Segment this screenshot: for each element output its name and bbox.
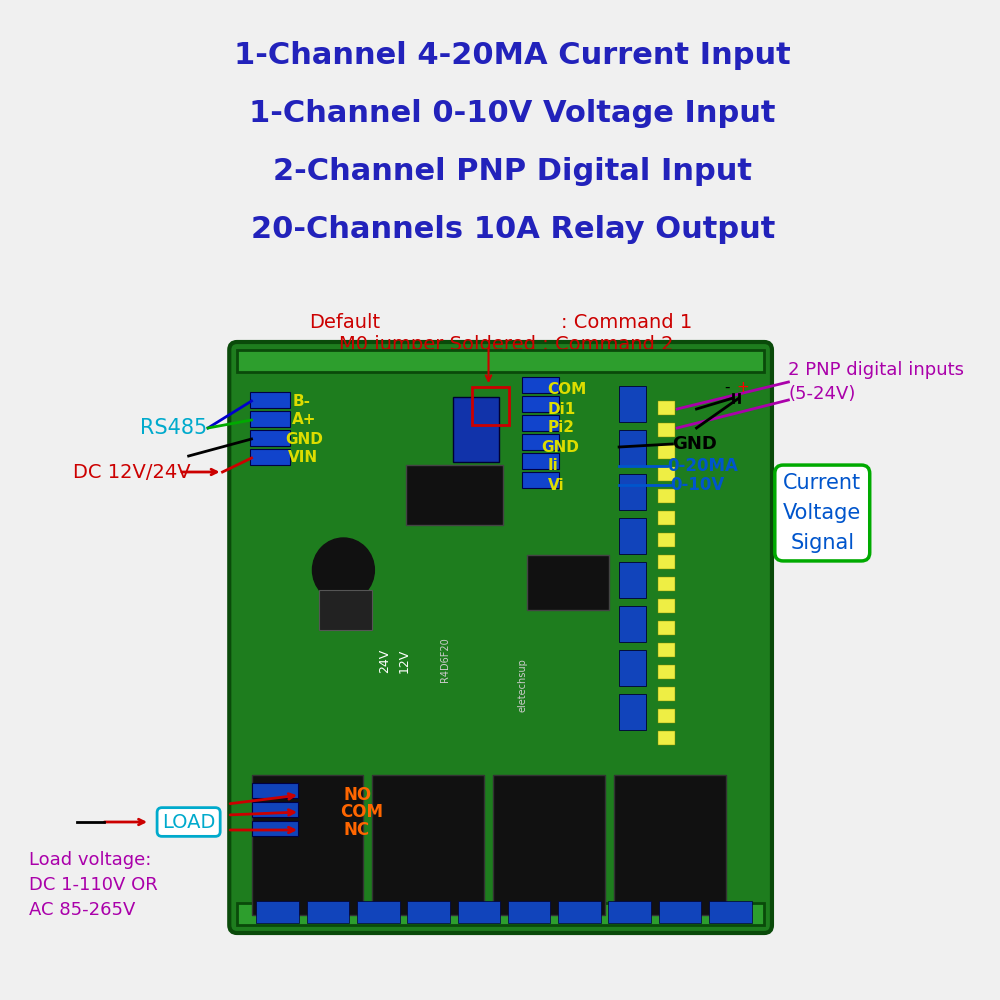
Bar xyxy=(658,533,675,547)
Text: GND: GND xyxy=(672,435,717,453)
Text: M0 jumper Soldered : Command 2: M0 jumper Soldered : Command 2 xyxy=(339,336,673,355)
Bar xyxy=(522,415,559,431)
Bar xyxy=(619,606,646,642)
Bar xyxy=(407,901,450,923)
Bar xyxy=(619,518,646,554)
Text: VIN: VIN xyxy=(288,450,318,466)
Bar xyxy=(256,901,299,923)
Bar xyxy=(252,821,298,836)
Text: -: - xyxy=(725,380,730,395)
Text: Vi: Vi xyxy=(548,478,564,492)
Bar xyxy=(237,903,764,925)
Text: NO: NO xyxy=(343,786,372,804)
Text: 2-Channel PNP Digital Input: 2-Channel PNP Digital Input xyxy=(273,156,752,186)
Text: R4D6F20: R4D6F20 xyxy=(440,637,450,682)
Bar xyxy=(658,599,675,613)
Bar xyxy=(709,901,752,923)
Bar xyxy=(658,489,675,503)
Text: 1-Channel 4-20MA Current Input: 1-Channel 4-20MA Current Input xyxy=(234,40,791,70)
Bar xyxy=(453,397,499,462)
Text: NC: NC xyxy=(343,821,370,839)
Text: 24V: 24V xyxy=(379,649,392,673)
Bar xyxy=(522,396,559,412)
Bar xyxy=(658,621,675,635)
Bar xyxy=(357,901,400,923)
Bar xyxy=(472,387,509,425)
Bar xyxy=(658,401,675,415)
FancyBboxPatch shape xyxy=(229,342,772,933)
Bar xyxy=(619,474,646,510)
Bar xyxy=(619,430,646,466)
Text: LOAD: LOAD xyxy=(162,812,215,832)
Bar xyxy=(250,430,290,446)
Text: 20-Channels 10A Relay Output: 20-Channels 10A Relay Output xyxy=(251,215,775,244)
Text: : Command 1: : Command 1 xyxy=(561,314,692,332)
Bar xyxy=(619,650,646,686)
Bar xyxy=(558,901,601,923)
Bar xyxy=(307,901,349,923)
Text: COM: COM xyxy=(548,382,587,397)
Bar xyxy=(658,555,675,569)
Text: Default: Default xyxy=(310,314,381,332)
Bar xyxy=(372,775,484,915)
Text: Ii: Ii xyxy=(548,458,558,474)
Bar xyxy=(619,694,646,730)
Text: COM: COM xyxy=(341,803,384,821)
Bar xyxy=(522,377,559,393)
Bar xyxy=(522,472,559,488)
Bar xyxy=(252,783,298,798)
Bar xyxy=(250,411,290,427)
Bar xyxy=(658,643,675,657)
Bar xyxy=(658,511,675,525)
Bar xyxy=(250,449,290,465)
Bar xyxy=(458,901,500,923)
Text: eletechsup: eletechsup xyxy=(517,658,527,712)
Bar xyxy=(658,731,675,745)
Bar xyxy=(527,555,609,610)
Text: 2 PNP digital inputs
(5-24V): 2 PNP digital inputs (5-24V) xyxy=(788,361,964,403)
Circle shape xyxy=(312,538,374,602)
Bar xyxy=(658,577,675,591)
Text: GND: GND xyxy=(542,440,580,454)
Bar xyxy=(252,775,363,915)
Text: +: + xyxy=(737,380,749,395)
Bar xyxy=(319,590,372,630)
Text: A+: A+ xyxy=(292,412,317,428)
Bar xyxy=(250,392,290,408)
Text: 1-Channel 0-10V Voltage Input: 1-Channel 0-10V Voltage Input xyxy=(249,99,776,128)
Bar xyxy=(522,453,559,469)
Text: Load voltage:
DC 1-110V OR
AC 85-265V: Load voltage: DC 1-110V OR AC 85-265V xyxy=(29,851,158,919)
Bar xyxy=(237,350,764,372)
Bar xyxy=(658,665,675,679)
Bar xyxy=(614,775,726,915)
Bar xyxy=(608,901,651,923)
Bar xyxy=(493,775,605,915)
Bar xyxy=(252,802,298,817)
Bar xyxy=(658,687,675,701)
Text: 0-10V: 0-10V xyxy=(670,476,725,494)
Bar xyxy=(522,434,559,450)
Text: DC 12V/24V: DC 12V/24V xyxy=(73,462,190,482)
Text: B-: B- xyxy=(292,393,310,408)
Text: Current
Voltage
Signal: Current Voltage Signal xyxy=(783,473,861,553)
Bar xyxy=(658,423,675,437)
Text: GND: GND xyxy=(285,432,323,446)
Text: Di1: Di1 xyxy=(548,401,576,416)
Text: 0-20MA: 0-20MA xyxy=(667,457,738,475)
Bar xyxy=(508,901,550,923)
Bar xyxy=(658,709,675,723)
Bar xyxy=(659,901,701,923)
Bar xyxy=(658,467,675,481)
Text: Pi2: Pi2 xyxy=(548,420,575,436)
Text: RS485: RS485 xyxy=(140,418,208,438)
Text: 12V: 12V xyxy=(398,649,411,673)
Bar xyxy=(619,386,646,422)
Bar xyxy=(658,445,675,459)
Bar xyxy=(619,562,646,598)
Bar xyxy=(406,465,503,525)
